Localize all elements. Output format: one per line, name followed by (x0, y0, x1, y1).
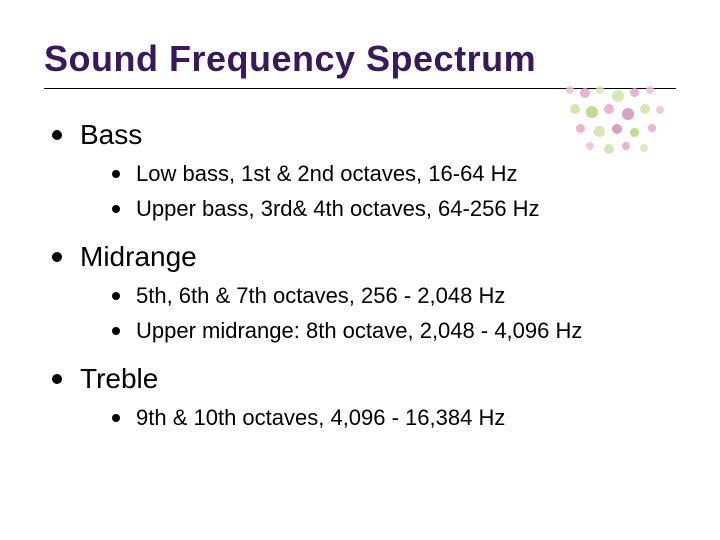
dot-icon (580, 88, 590, 98)
list-item-text: Upper bass, 3rd& 4th octaves, 64-256 Hz (136, 195, 540, 224)
dot-icon (576, 124, 585, 133)
dot-icon (648, 124, 656, 132)
list-item-text: Low bass, 1st & 2nd octaves, 16-64 Hz (136, 160, 518, 189)
dot-icon (630, 88, 639, 97)
list-item: 9th & 10th octaves, 4,096 - 16,384 Hz (112, 404, 676, 433)
dot-icon (594, 126, 605, 137)
section-heading-text: Midrange (80, 239, 197, 274)
bullet-icon (52, 252, 62, 262)
section-heading: Midrange (52, 239, 676, 274)
dot-icon (622, 108, 634, 120)
section-items: 5th, 6th & 7th octaves, 256 - 2,048 Hz U… (112, 282, 676, 345)
dot-icon (646, 86, 654, 94)
dot-icon (566, 86, 574, 94)
dot-icon (612, 124, 622, 134)
dot-icon (656, 106, 664, 114)
list-item-text: Upper midrange: 8th octave, 2,048 - 4,09… (136, 317, 582, 346)
bullet-icon (112, 205, 120, 213)
bullet-icon (52, 374, 62, 384)
dot-icon (604, 144, 614, 154)
dot-icon (604, 104, 614, 114)
list-item: Upper bass, 3rd& 4th octaves, 64-256 Hz (112, 195, 676, 224)
dot-icon (640, 104, 650, 114)
bullet-icon (52, 130, 62, 140)
section-heading: Treble (52, 361, 676, 396)
section-heading-text: Bass (80, 117, 142, 152)
dot-icon (596, 86, 604, 94)
dot-icon (586, 142, 594, 150)
bullet-icon (112, 327, 120, 335)
bullet-icon (112, 170, 120, 178)
list-item: 5th, 6th & 7th octaves, 256 - 2,048 Hz (112, 282, 676, 311)
bullet-icon (112, 414, 120, 422)
dot-icon (586, 106, 598, 118)
dot-icon (570, 104, 580, 114)
bullet-icon (112, 292, 120, 300)
list-item-text: 9th & 10th octaves, 4,096 - 16,384 Hz (136, 404, 505, 433)
section-heading-text: Treble (80, 361, 158, 396)
dot-icon (622, 142, 630, 150)
dot-icon (640, 144, 648, 152)
decorative-dots (566, 86, 686, 176)
list-item: Upper midrange: 8th octave, 2,048 - 4,09… (112, 317, 676, 346)
dot-icon (612, 90, 624, 102)
slide: Sound Frequency Spectrum Bass Low bass, … (0, 0, 720, 540)
dot-icon (630, 128, 639, 137)
list-item-text: 5th, 6th & 7th octaves, 256 - 2,048 Hz (136, 282, 505, 311)
slide-title: Sound Frequency Spectrum (44, 38, 676, 80)
section-items: 9th & 10th octaves, 4,096 - 16,384 Hz (112, 404, 676, 433)
